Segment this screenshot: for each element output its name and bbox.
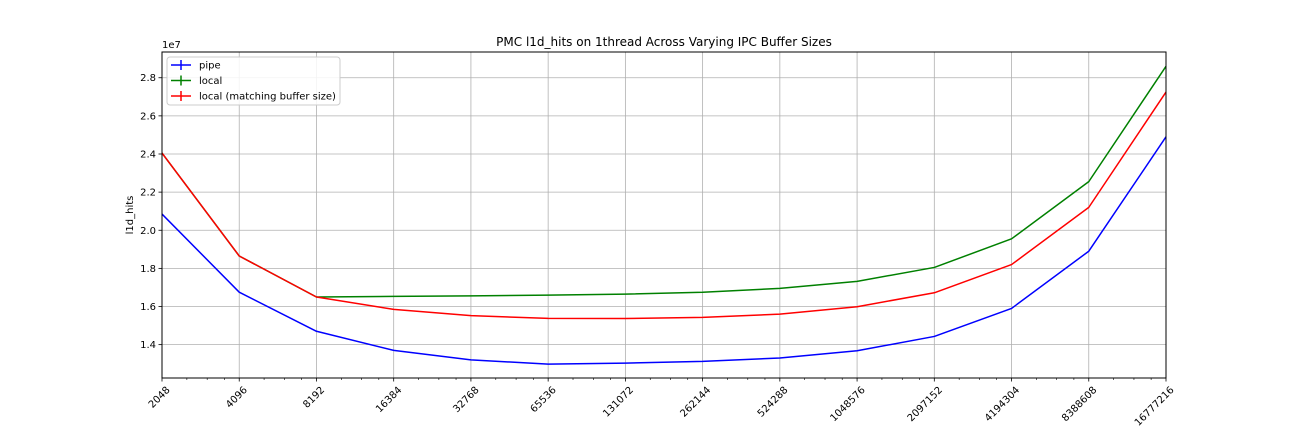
y-tick-label: 1.4: [140, 340, 156, 351]
grid: [161, 52, 1167, 378]
series-line-local: [161, 65, 1167, 298]
plot-frame: [161, 51, 1167, 379]
y-tick-label: 2.8: [140, 73, 156, 84]
legend-label-local-matching-buffer-size-: local (matching buffer size): [199, 92, 336, 103]
y-tick-label: 2.4: [140, 149, 156, 160]
y-axis-label: l1d_hits: [125, 196, 136, 235]
y-tick-label: 1.6: [140, 302, 156, 313]
y-offset-label: 1e7: [162, 40, 181, 51]
y-tick-label: 2.6: [140, 111, 156, 122]
legend-label-pipe: pipe: [199, 61, 221, 72]
chart-title: PMC l1d_hits on 1thread Across Varying I…: [496, 35, 832, 49]
legend-box: [166, 56, 341, 106]
legend: pipe local local (matching buffer size): [166, 56, 341, 106]
y-tick-label: 1.8: [140, 264, 156, 275]
y-tick-label: 2.2: [140, 188, 156, 199]
series-lines: [161, 65, 1167, 365]
legend-label-local: local: [199, 76, 222, 87]
y-tick-label: 2.0: [140, 226, 156, 237]
series-line-pipe: [161, 136, 1167, 365]
series-line-local-matching-buffer-size-: [161, 91, 1167, 320]
